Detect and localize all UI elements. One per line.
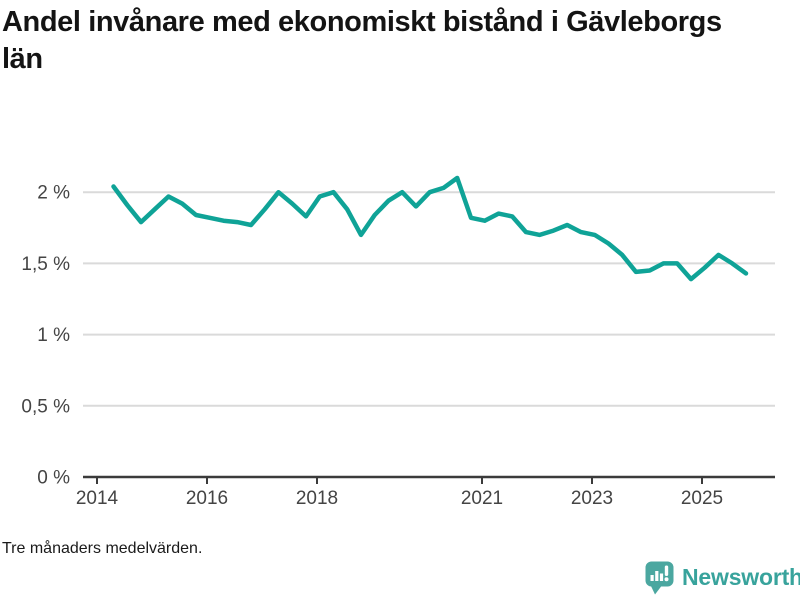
x-tick-label: 2021: [461, 488, 503, 509]
y-tick-label: 0 %: [37, 468, 70, 489]
chart-footnote: Tre månaders medelvärden.: [2, 540, 203, 557]
x-tick-label: 2014: [76, 488, 119, 509]
y-tick-label: 2 %: [37, 183, 70, 204]
line-chart: 0 % 0,5 % 1 % 1,5 % 2 % 2014 2016 2018 2021 2023 2…: [21, 175, 775, 509]
y-tick-label: 0,5 %: [21, 396, 70, 417]
newsworthy-logo-text: Newsworthy: [682, 564, 800, 590]
x-tick-label: 2023: [571, 488, 613, 509]
chart-title: Andel invånare med ekonomiskt bistånd i …: [2, 6, 722, 76]
y-tick-label: 1,5 %: [21, 254, 70, 275]
x-tick-label: 2025: [681, 488, 723, 509]
y-tick-label: 1 %: [37, 325, 70, 346]
data-line: [111, 175, 749, 282]
newsworthy-bar-chart-bubble-icon: [645, 561, 674, 595]
newsworthy-logo: Newsworthy: [645, 560, 800, 595]
x-tick-label: 2016: [186, 488, 228, 509]
x-tick-label: 2018: [296, 488, 338, 509]
